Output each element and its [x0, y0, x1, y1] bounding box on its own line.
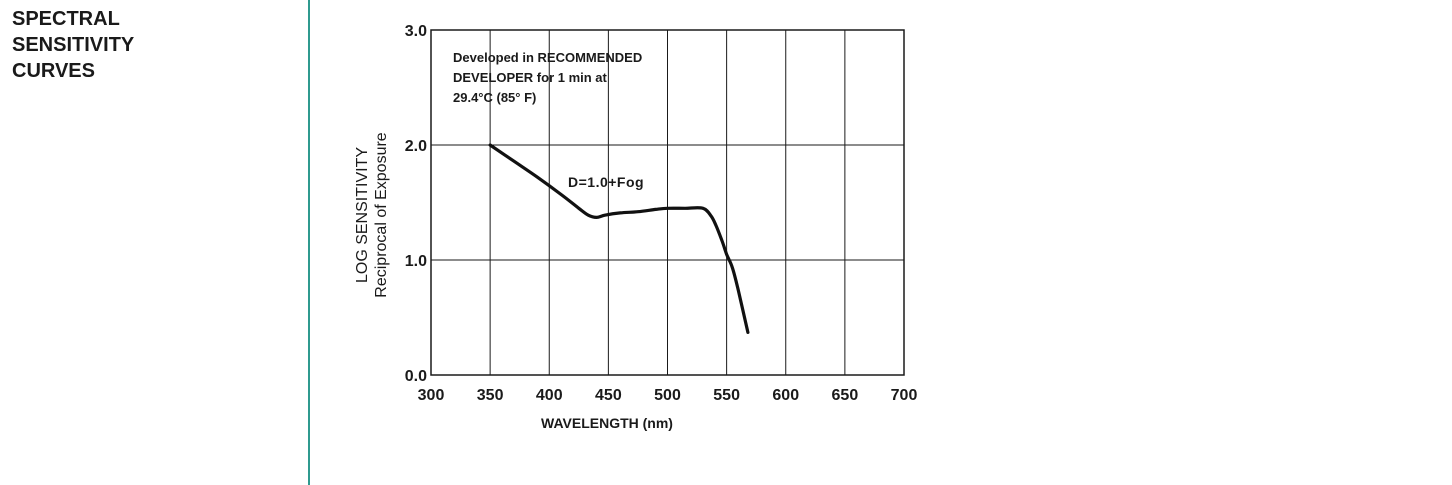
x-tick-label: 350	[477, 387, 504, 404]
curve-layer	[488, 143, 750, 334]
section-title-line-2: SENSITIVITY	[12, 34, 135, 56]
x-tick-label: 550	[713, 387, 740, 404]
section-title-line-3: CURVES	[12, 60, 95, 82]
annotation-line-2: DEVELOPER for 1 min at	[453, 70, 608, 85]
y-tick-label: 1.0	[405, 253, 427, 270]
y-tick-label: 2.0	[405, 138, 427, 155]
plot-frame	[430, 29, 905, 376]
x-tick-label: 500	[654, 387, 681, 404]
y-tick-label: 3.0	[405, 23, 427, 40]
x-tick-label: 650	[832, 387, 859, 404]
y-axis-label-line-2: Reciprocal of Exposure	[373, 132, 390, 298]
y-tick-label: 0.0	[405, 368, 427, 385]
tick-labels: 300 350 400 450 500 550 600 650 700 0.0 1.0 2.0 3.0	[405, 23, 918, 404]
x-tick-label: 450	[595, 387, 622, 404]
section-title-line-1: SPECTRAL	[12, 8, 120, 30]
x-tick-label: 300	[418, 387, 445, 404]
annotation-line-3: 29.4°C (85° F)	[453, 90, 536, 105]
y-axis-label-line-1: LOG SENSITIVITY	[354, 147, 371, 283]
grid	[430, 29, 905, 376]
section-divider	[308, 0, 310, 485]
x-axis-label: WAVELENGTH (nm)	[541, 415, 673, 431]
annotation-line-1: Developed in RECOMMENDED	[453, 50, 642, 65]
x-tick-label: 700	[891, 387, 918, 404]
sensitivity-curve	[488, 143, 750, 334]
section-title: SPECTRAL SENSITIVITY CURVES	[12, 6, 272, 84]
x-tick-label: 600	[772, 387, 799, 404]
curve-label: D=1.0+Fog	[568, 174, 644, 190]
x-tick-label: 400	[536, 387, 563, 404]
